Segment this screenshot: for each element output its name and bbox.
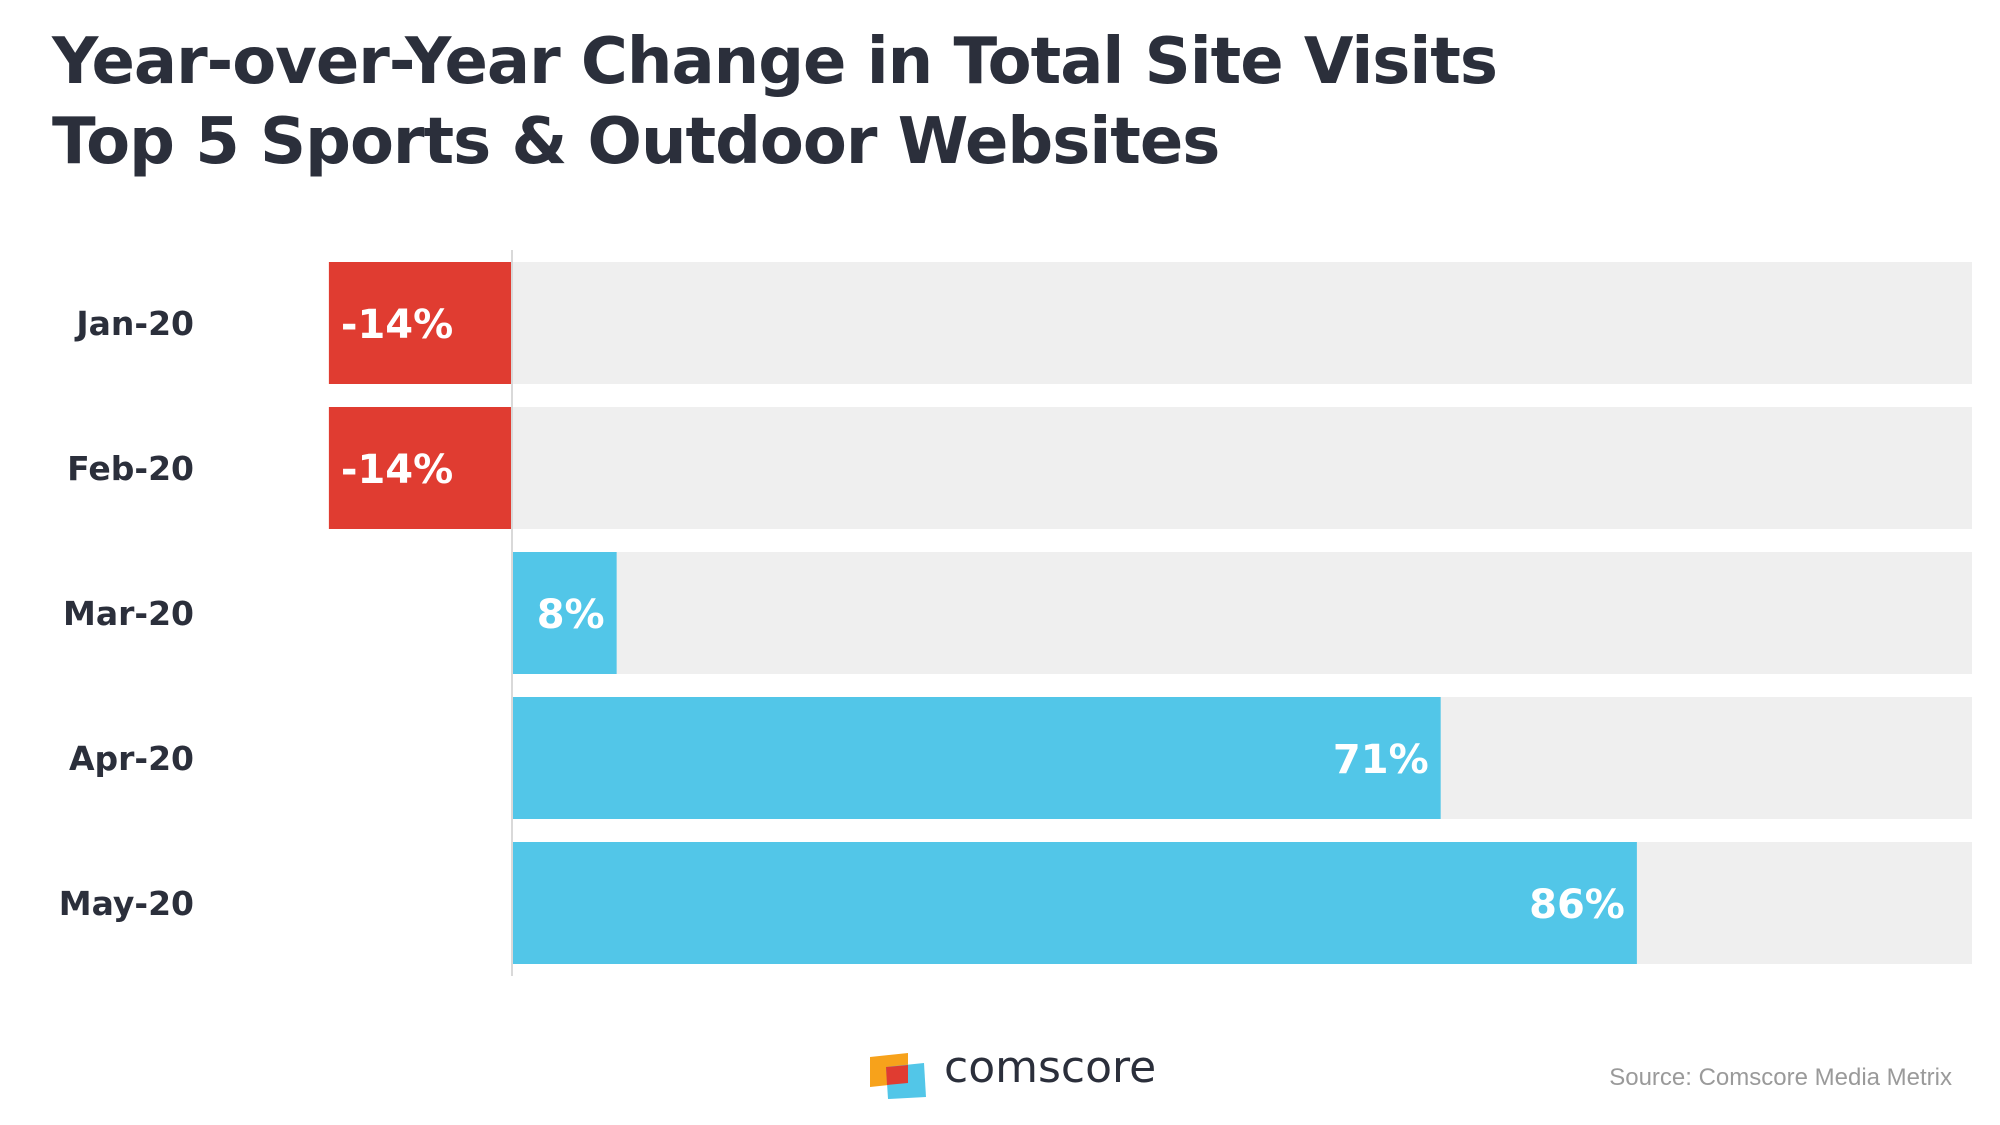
bar	[512, 842, 1637, 964]
bar	[328, 407, 512, 529]
bar-track	[512, 262, 1972, 384]
bar	[512, 697, 1441, 819]
chart-title: Year-over-Year Change in Total Site Visi…	[52, 22, 1498, 182]
comscore-brand-name: comscore	[944, 1042, 1157, 1093]
bar-track	[512, 407, 1972, 529]
bar-track	[512, 552, 1972, 674]
bar-chart: Jan-20 -14% Feb-20 -14% Mar-20 8% Apr-20 71% May…	[59, 250, 1972, 976]
comscore-logo-icon	[870, 1053, 926, 1099]
data-label: -14%	[341, 447, 453, 493]
data-label: 71%	[1333, 737, 1429, 783]
category-label: Jan-20	[74, 304, 194, 343]
bar	[328, 262, 512, 384]
data-label: 86%	[1529, 882, 1625, 928]
bar	[512, 552, 617, 674]
chart-title-line-2: Top 5 Sports & Outdoor Websites	[52, 105, 1220, 179]
chart-title-line-1: Year-over-Year Change in Total Site Visi…	[52, 25, 1498, 99]
category-label: Apr-20	[69, 739, 194, 778]
category-label: Mar-20	[63, 594, 194, 633]
data-label: 8%	[537, 592, 605, 638]
category-label: Feb-20	[67, 449, 194, 488]
data-label: -14%	[341, 302, 453, 348]
source-note: Source: Comscore Media Metrix	[1609, 1064, 1952, 1091]
category-label: May-20	[59, 884, 194, 923]
